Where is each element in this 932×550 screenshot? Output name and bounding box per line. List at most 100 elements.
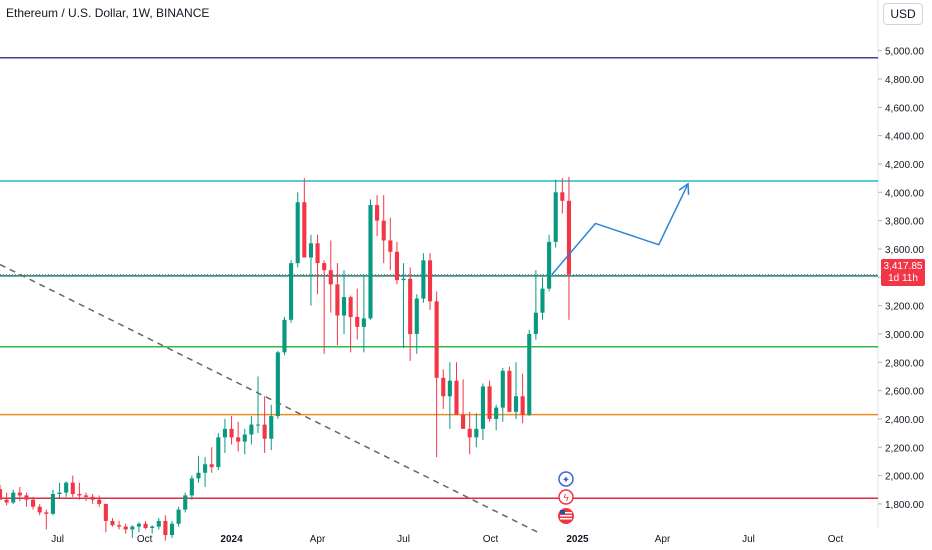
y-tick-label: 4,000.00 [885,188,924,199]
candle [461,414,466,429]
candle [328,270,333,285]
candle [37,506,42,513]
candle [44,512,49,514]
candle [282,319,287,353]
candle [0,489,3,500]
x-tick-label: Jul [742,534,755,545]
candle [447,380,452,397]
spark-icon [558,471,574,487]
currency-button[interactable]: USD [883,3,923,25]
y-tick-label: 3,600.00 [885,245,924,256]
candle [394,251,399,281]
candle [130,526,135,530]
candle [500,370,505,408]
candle [381,220,386,241]
projection-arrow-path [551,183,689,275]
candle [83,495,89,497]
candle [103,503,108,521]
y-tick-label: 2,400.00 [885,415,924,426]
candle [117,525,122,527]
x-tick-label: Apr [655,534,671,545]
y-tick-label: 2,800.00 [885,358,924,369]
candle [236,437,241,442]
y-tick-label: 2,000.00 [885,472,924,483]
candle [11,492,16,503]
flag-stripe [560,515,572,517]
candle [262,424,267,439]
y-tick-label: 3,800.00 [885,217,924,228]
y-tick-label: 3,200.00 [885,302,924,313]
candle [454,380,459,415]
candle [434,301,439,378]
candle [507,370,512,412]
candle [341,297,347,316]
candle [361,318,366,327]
candle [24,495,29,500]
last-price-value: 3,417.85 [883,261,923,272]
candle [289,263,294,320]
y-tick-label: 4,800.00 [885,75,924,86]
candle [487,386,492,419]
candle [216,437,221,468]
candle [123,526,128,530]
candle [183,495,188,510]
y-tick-label: 4,400.00 [885,132,924,143]
candle [474,428,479,438]
candle [156,520,161,527]
candle [97,499,102,504]
candle [169,523,175,536]
candle [57,492,62,495]
candle [408,278,413,334]
candle [4,499,9,503]
y-tick-label: 2,200.00 [885,443,924,454]
candle [388,240,393,252]
candle [540,288,545,313]
y-tick-label: 1,800.00 [885,500,924,511]
candle [90,496,95,500]
candle [308,243,313,258]
candle [494,407,499,419]
candle [302,202,307,258]
candle [375,205,380,221]
candle [50,494,55,514]
y-tick-label: 4,600.00 [885,103,924,114]
candle [150,526,155,528]
candle [143,523,148,528]
candle [467,428,472,438]
y-tick-label: 2,600.00 [885,387,924,398]
candle [547,241,552,289]
x-tick-label: Oct [483,534,499,545]
projection-arrowhead [678,182,690,195]
candle [249,424,254,435]
y-tick-label: 3,000.00 [885,330,924,341]
candle [275,352,280,417]
candle [242,434,247,442]
candle [77,494,82,496]
x-tick-label: Jul [51,534,64,545]
candle [533,312,538,334]
x-tick-label: 2025 [566,534,589,545]
candle [553,192,558,242]
candle [163,520,168,536]
candle [368,205,373,319]
candle [560,192,565,201]
candle [136,523,141,527]
x-tick-label: Jul [397,534,410,545]
candle [70,482,75,495]
candle [269,416,274,439]
candle [335,284,340,316]
candle [566,200,572,275]
y-tick-label: 4,200.00 [885,160,924,171]
candle [513,396,519,412]
candle [196,472,201,479]
candle [222,428,227,438]
candle [427,260,433,302]
candle [295,202,300,264]
flag-stripe [560,512,572,514]
x-tick-label: Oct [137,534,153,545]
x-tick-label: Oct [828,534,844,545]
candle [31,499,36,507]
candle [229,428,234,438]
candle [110,520,115,526]
